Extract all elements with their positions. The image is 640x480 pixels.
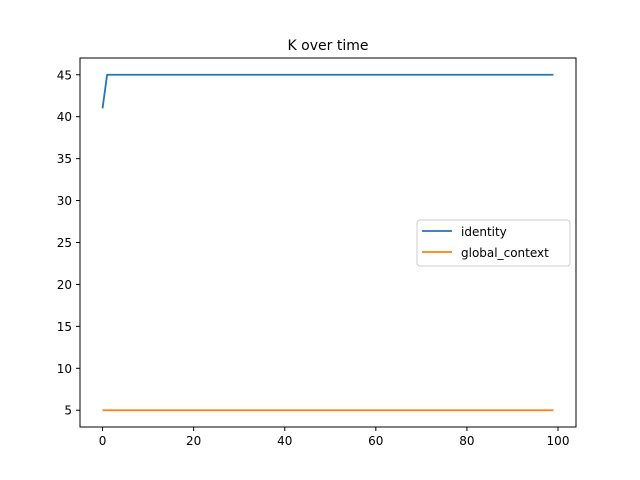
- legend-label-identity: identity: [461, 225, 507, 239]
- y-tick-label: 20: [57, 278, 72, 292]
- y-tick-label: 5: [64, 404, 72, 418]
- y-axis: 5 10 15 20 25 30 35 40 45: [57, 68, 80, 418]
- legend-label-global-context: global_context: [461, 246, 549, 260]
- legend: identity global_context: [416, 219, 571, 267]
- x-tick-label: 0: [99, 434, 107, 448]
- legend-box: [416, 219, 571, 267]
- y-tick-label: 40: [57, 110, 72, 124]
- axes-frame: [79, 57, 577, 428]
- plot-area: [101, 73, 554, 412]
- x-tick-label: 80: [459, 434, 474, 448]
- chart-title: K over time: [288, 38, 369, 54]
- y-tick-label: 25: [57, 236, 72, 250]
- x-tick-label: 20: [186, 434, 201, 448]
- x-axis: 0 20 40 60 80 100: [99, 427, 570, 448]
- y-tick-label: 35: [57, 152, 72, 166]
- y-tick-label: 30: [57, 194, 72, 208]
- x-tick-label: 60: [368, 434, 383, 448]
- y-tick-label: 10: [57, 362, 72, 376]
- y-tick-label: 45: [57, 68, 72, 82]
- x-tick-label: 40: [277, 434, 292, 448]
- x-tick-label: 100: [547, 434, 570, 448]
- y-tick-label: 15: [57, 320, 72, 334]
- series-line-identity: [101, 73, 554, 109]
